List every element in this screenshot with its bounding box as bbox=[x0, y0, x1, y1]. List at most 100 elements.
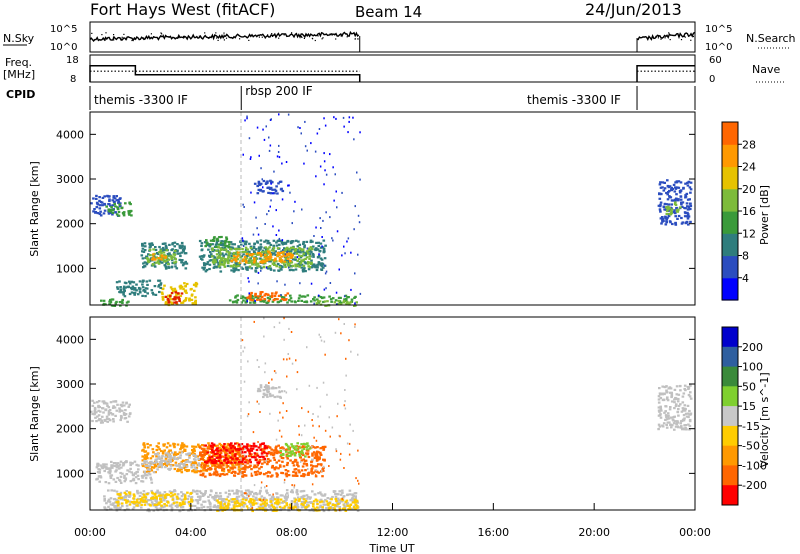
range-gate-cell bbox=[271, 300, 275, 303]
range-gate-cell bbox=[103, 499, 106, 502]
range-gate-cell bbox=[302, 504, 305, 507]
range-gate-cell bbox=[108, 500, 112, 503]
range-gate-cell bbox=[222, 449, 226, 452]
scatter-cell bbox=[262, 128, 264, 131]
range-gate-cell bbox=[141, 257, 145, 260]
range-gate-cell bbox=[676, 411, 680, 414]
range-gate-cell bbox=[657, 428, 660, 431]
range-gate-cell bbox=[149, 259, 152, 262]
range-gate-cell bbox=[276, 262, 280, 266]
range-gate-cell bbox=[661, 393, 664, 396]
range-gate-cell bbox=[114, 205, 117, 208]
range-gate-cell bbox=[148, 510, 151, 513]
range-gate-cell bbox=[673, 415, 676, 418]
range-gate-cell bbox=[274, 257, 277, 260]
colorbar-tick-label: 28 bbox=[742, 138, 756, 151]
range-gate-cell bbox=[142, 499, 145, 502]
range-gate-cell bbox=[237, 495, 241, 498]
scatter-cell bbox=[252, 431, 255, 434]
scatter-cell bbox=[335, 117, 337, 120]
scatter-cell bbox=[291, 222, 293, 225]
range-gate-cell bbox=[673, 388, 677, 391]
range-gate-cell bbox=[230, 471, 234, 474]
range-gate-cell bbox=[167, 254, 170, 257]
range-gate-cell bbox=[148, 254, 152, 257]
scatter-cell bbox=[270, 182, 272, 185]
range-gate-cell bbox=[219, 452, 223, 455]
range-gate-cell bbox=[159, 248, 163, 251]
range-gate-cell bbox=[254, 456, 257, 459]
range-gate-cell bbox=[234, 295, 238, 298]
range-gate-cell bbox=[143, 499, 146, 502]
range-gate-cell bbox=[170, 292, 174, 295]
range-gate-cell bbox=[110, 507, 113, 510]
range-gate-cell bbox=[172, 444, 176, 447]
range-gate-cell bbox=[99, 210, 102, 213]
range-gate-cell bbox=[120, 415, 123, 419]
scatter-cell bbox=[273, 326, 276, 329]
range-gate-cell bbox=[215, 238, 219, 241]
range-gate-cell bbox=[185, 262, 189, 265]
range-gate-cell bbox=[277, 502, 281, 505]
scatter-cell bbox=[332, 239, 334, 242]
x-tick-label: 08:00 bbox=[276, 526, 308, 539]
range-gate-cell bbox=[219, 463, 222, 466]
range-gate-cell bbox=[113, 504, 116, 507]
range-gate-cell bbox=[689, 204, 693, 208]
noise-search-point bbox=[123, 33, 125, 35]
range-gate-cell bbox=[156, 452, 159, 455]
range-gate-cell bbox=[245, 298, 248, 301]
range-gate-cell bbox=[667, 215, 671, 218]
range-gate-cell bbox=[185, 463, 189, 467]
range-gate-cell bbox=[259, 188, 263, 191]
scatter-cell bbox=[323, 152, 325, 155]
range-gate-cell bbox=[184, 252, 188, 255]
range-gate-cell bbox=[660, 409, 663, 412]
range-gate-cell bbox=[252, 261, 256, 264]
range-gate-cell bbox=[244, 259, 248, 262]
range-gate-cell bbox=[296, 463, 299, 466]
range-gate-cell bbox=[248, 493, 252, 496]
range-gate-cell bbox=[687, 387, 690, 390]
range-gate-cell bbox=[149, 476, 152, 479]
range-gate-cell bbox=[144, 295, 147, 298]
range-gate-cell bbox=[272, 453, 275, 456]
range-gate-cell bbox=[268, 298, 272, 301]
range-gate-cell bbox=[352, 506, 356, 509]
range-gate-cell bbox=[203, 464, 206, 467]
range-gate-cell bbox=[98, 199, 101, 202]
cpid-label: CPID bbox=[6, 88, 35, 101]
range-gate-cell bbox=[158, 245, 161, 249]
range-gate-cell bbox=[244, 451, 247, 454]
range-gate-cell bbox=[263, 446, 267, 450]
range-gate-cell bbox=[202, 444, 206, 447]
range-gate-cell bbox=[312, 451, 316, 454]
range-gate-cell bbox=[270, 453, 273, 456]
range-gate-cell bbox=[270, 504, 274, 507]
range-gate-cell bbox=[202, 505, 206, 508]
range-gate-cell bbox=[133, 495, 136, 498]
range-gate-cell bbox=[143, 261, 147, 264]
range-gate-cell bbox=[279, 251, 283, 255]
range-gate-cell bbox=[230, 500, 234, 503]
power-panel-frame bbox=[89, 111, 696, 306]
scatter-cell bbox=[282, 416, 284, 419]
noise-search-point bbox=[208, 37, 210, 39]
range-gate-cell bbox=[284, 469, 288, 472]
range-gate-cell bbox=[107, 505, 110, 508]
range-gate-cell bbox=[282, 252, 285, 255]
range-gate-cell bbox=[185, 445, 189, 448]
range-gate-cell bbox=[677, 214, 681, 218]
range-gate-cell bbox=[180, 471, 184, 474]
range-gate-cell bbox=[236, 294, 239, 297]
range-gate-cell bbox=[279, 498, 283, 501]
range-gate-cell bbox=[312, 255, 315, 258]
range-gate-cell bbox=[223, 246, 226, 249]
range-gate-cell bbox=[137, 478, 140, 481]
range-gate-cell bbox=[317, 244, 321, 248]
range-gate-cell bbox=[679, 189, 683, 192]
scatter-cell bbox=[334, 331, 337, 334]
range-gate-cell bbox=[232, 506, 236, 509]
